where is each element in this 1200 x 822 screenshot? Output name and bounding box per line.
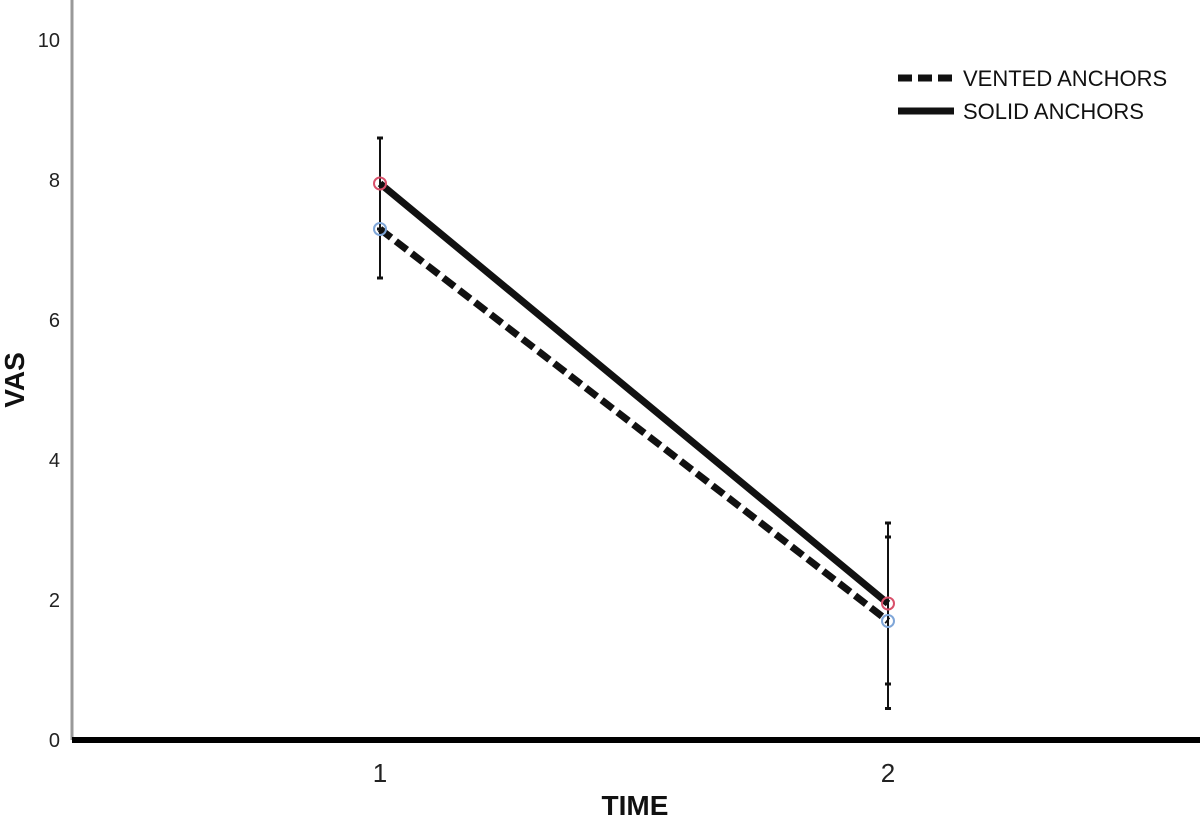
y-tick-label: 10 xyxy=(38,30,60,52)
x-tick-label: 2 xyxy=(881,758,895,788)
y-tick-label: 6 xyxy=(49,310,60,332)
data-point xyxy=(373,222,387,236)
x-tick-label: 1 xyxy=(373,758,387,788)
data-points xyxy=(373,176,895,628)
y-tick-label: 2 xyxy=(49,590,60,612)
data-point xyxy=(881,614,895,628)
error-bars xyxy=(377,136,891,710)
y-tick-label: 0 xyxy=(49,730,60,752)
data-point xyxy=(881,596,895,611)
series-lines xyxy=(377,180,891,624)
y-tick-labels: 0 2 4 6 8 10 xyxy=(38,30,60,752)
legend-label-vented: VENTED ANCHORS xyxy=(963,66,1167,91)
legend: VENTED ANCHORS SOLID ANCHORS xyxy=(898,66,1167,124)
series-line-solid xyxy=(377,180,891,607)
series-line-vented xyxy=(377,226,891,624)
y-tick-label: 4 xyxy=(49,450,60,472)
y-tick-label: 8 xyxy=(49,170,60,192)
data-point xyxy=(373,176,387,191)
x-axis-title: TIME xyxy=(602,790,669,821)
legend-label-solid: SOLID ANCHORS xyxy=(963,99,1144,124)
y-axis-title: VAS xyxy=(0,352,30,408)
